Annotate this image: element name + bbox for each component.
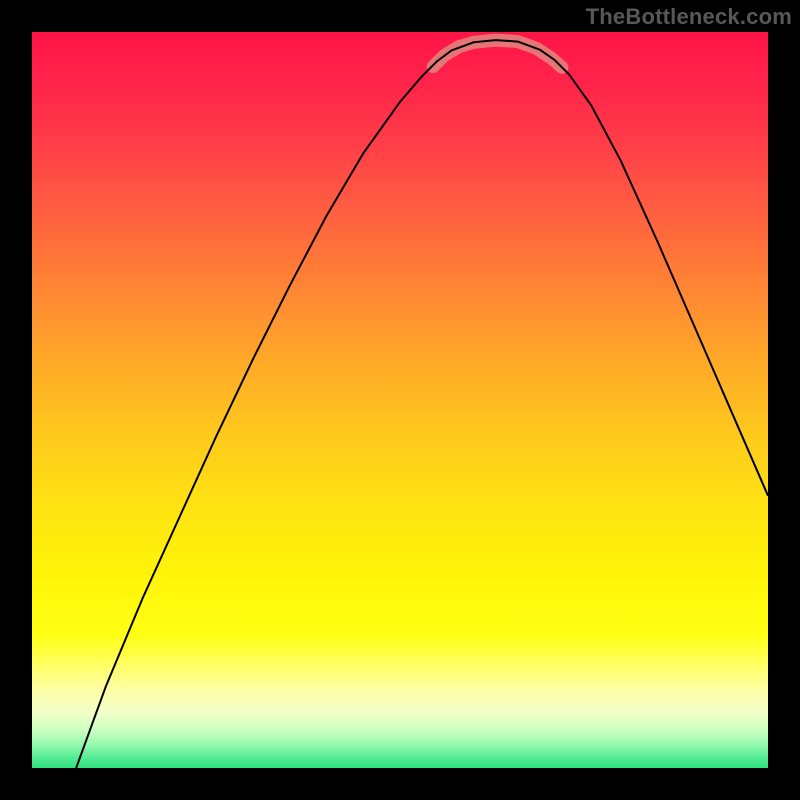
border-left bbox=[0, 0, 32, 800]
watermark-text: TheBottleneck.com bbox=[586, 4, 792, 30]
border-bottom bbox=[0, 768, 800, 800]
plot-area bbox=[32, 32, 768, 768]
bottleneck-highlight bbox=[433, 40, 562, 67]
border-right bbox=[768, 0, 800, 800]
chart-svg bbox=[32, 32, 768, 768]
bottleneck-curve bbox=[76, 40, 768, 768]
chart-frame: TheBottleneck.com bbox=[0, 0, 800, 800]
